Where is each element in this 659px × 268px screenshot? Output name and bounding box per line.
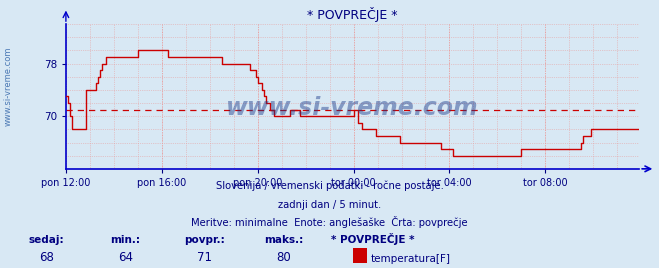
Text: * POVPREČJE *: * POVPREČJE * [331,233,414,244]
Text: 64: 64 [118,251,132,264]
Text: Slovenija / vremenski podatki - ročne postaje.: Slovenija / vremenski podatki - ročne po… [215,180,444,191]
Title: * POVPREČJE *: * POVPREČJE * [307,6,398,21]
Text: 68: 68 [39,251,53,264]
Text: min.:: min.: [110,234,140,244]
Text: maks.:: maks.: [264,234,303,244]
Text: www.si-vreme.com: www.si-vreme.com [3,46,13,125]
Text: 80: 80 [276,251,291,264]
Text: temperatura[F]: temperatura[F] [371,254,451,264]
Text: sedaj:: sedaj: [28,234,64,244]
Text: zadnji dan / 5 minut.: zadnji dan / 5 minut. [278,200,381,210]
Text: povpr.:: povpr.: [184,234,225,244]
Text: Meritve: minimalne  Enote: anglešaške  Črta: povprečje: Meritve: minimalne Enote: anglešaške Črt… [191,217,468,228]
Text: www.si-vreme.com: www.si-vreme.com [226,96,479,120]
Text: 71: 71 [197,251,212,264]
